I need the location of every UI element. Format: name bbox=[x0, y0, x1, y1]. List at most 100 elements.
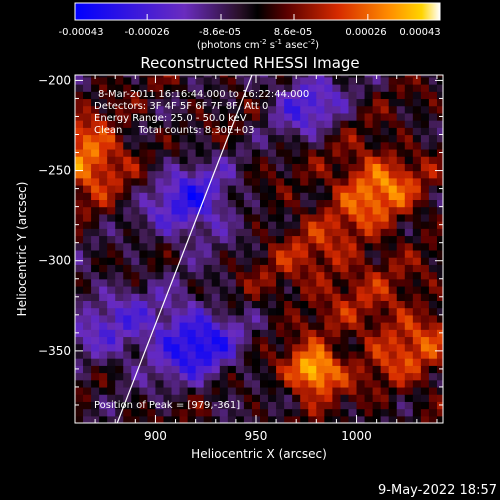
heatmap-cell bbox=[268, 242, 277, 251]
heatmap-cell bbox=[195, 408, 205, 417]
heatmap-cell bbox=[75, 329, 84, 338]
heatmap-cell bbox=[235, 314, 245, 323]
heatmap-cell bbox=[83, 242, 92, 251]
heatmap-cell bbox=[187, 127, 197, 136]
heatmap-cell bbox=[396, 271, 406, 280]
heatmap-cell bbox=[251, 322, 261, 330]
heatmap-cell bbox=[99, 184, 108, 193]
heatmap-cell bbox=[412, 249, 422, 258]
heatmap-cell bbox=[260, 120, 269, 128]
heatmap-cell bbox=[203, 293, 213, 301]
heatmap-cell bbox=[147, 163, 157, 172]
heatmap-cell bbox=[187, 199, 197, 208]
heatmap-cell bbox=[380, 177, 390, 186]
heatmap-cell bbox=[171, 235, 181, 244]
heatmap-cell bbox=[227, 163, 237, 172]
heatmap-cell bbox=[219, 98, 229, 107]
heatmap-cell bbox=[260, 343, 269, 352]
heatmap-cell bbox=[99, 112, 108, 121]
heatmap-cell bbox=[388, 163, 398, 172]
heatmap-cell bbox=[340, 249, 350, 258]
heatmap-cell bbox=[187, 148, 197, 157]
heatmap-cell bbox=[276, 401, 285, 410]
heatmap-cell bbox=[292, 184, 301, 193]
heatmap-cell bbox=[99, 84, 108, 92]
heatmap-cell bbox=[348, 75, 358, 78]
heatmap-cell bbox=[243, 76, 253, 85]
heatmap-cell bbox=[436, 84, 443, 92]
heatmap-cell bbox=[340, 199, 350, 208]
heatmap-cell bbox=[348, 199, 358, 208]
heatmap-cell bbox=[91, 322, 100, 330]
heatmap-cell bbox=[396, 177, 406, 186]
heatmap-cell bbox=[332, 293, 342, 301]
heatmap-cell bbox=[235, 242, 245, 251]
heatmap-cell bbox=[436, 192, 443, 201]
heatmap-cell bbox=[284, 336, 293, 345]
heatmap-cell bbox=[107, 336, 116, 345]
heatmap-cell bbox=[123, 329, 132, 338]
heatmap-cell bbox=[356, 134, 366, 143]
x-tick-label: 1000 bbox=[341, 429, 372, 443]
heatmap-cell bbox=[260, 84, 269, 92]
heatmap-cell bbox=[300, 300, 309, 309]
heatmap-cell bbox=[75, 199, 84, 208]
heatmap-cell bbox=[243, 91, 253, 100]
heatmap-cell bbox=[107, 358, 116, 366]
heatmap-cell bbox=[284, 257, 293, 265]
heatmap-cell bbox=[179, 415, 189, 423]
heatmap-cell bbox=[300, 350, 309, 359]
heatmap-cell bbox=[308, 401, 317, 410]
heatmap-cell bbox=[203, 343, 213, 352]
heatmap-cell bbox=[219, 177, 229, 186]
heatmap-cell bbox=[235, 213, 245, 222]
heatmap-cell bbox=[268, 134, 277, 143]
heatmap-cell bbox=[380, 386, 390, 395]
heatmap-cell bbox=[380, 235, 390, 244]
heatmap-cell bbox=[412, 300, 422, 309]
heatmap-cell bbox=[356, 235, 366, 244]
heatmap-cell bbox=[404, 91, 414, 100]
heatmap-cell bbox=[404, 314, 414, 323]
heatmap-cell bbox=[428, 156, 438, 164]
heatmap-cell bbox=[348, 192, 358, 201]
heatmap-cell bbox=[179, 228, 189, 237]
heatmap-cell bbox=[260, 98, 269, 107]
heatmap-cell bbox=[83, 156, 92, 164]
heatmap-cell bbox=[243, 336, 253, 345]
heatmap-cell bbox=[436, 358, 443, 366]
heatmap-cell bbox=[348, 329, 358, 338]
heatmap-cell bbox=[131, 285, 140, 294]
heatmap-cell bbox=[340, 372, 350, 381]
heatmap-cell bbox=[324, 401, 333, 410]
heatmap-cell bbox=[179, 206, 189, 215]
heatmap-cell bbox=[316, 314, 325, 323]
heatmap-cell bbox=[380, 408, 390, 417]
heatmap-cell bbox=[107, 350, 116, 359]
heatmap-cell bbox=[211, 228, 221, 237]
heatmap-cell bbox=[203, 379, 213, 388]
heatmap-cell bbox=[211, 84, 221, 92]
heatmap-cell bbox=[179, 372, 189, 381]
heatmap-cell bbox=[284, 285, 293, 294]
heatmap-cell bbox=[380, 379, 390, 388]
heatmap-cell bbox=[268, 98, 277, 107]
heatmap-cell bbox=[380, 112, 390, 121]
heatmap-cell bbox=[243, 148, 253, 157]
heatmap-cell bbox=[308, 76, 317, 85]
heatmap-cell bbox=[251, 91, 261, 100]
heatmap-cell bbox=[308, 350, 317, 359]
heatmap-cell bbox=[107, 76, 116, 85]
heatmap-cell bbox=[428, 75, 438, 78]
heatmap-cell bbox=[396, 307, 406, 316]
heatmap-cell bbox=[356, 76, 366, 85]
heatmap-cell bbox=[340, 221, 350, 229]
heatmap-cell bbox=[428, 163, 438, 172]
heatmap-cell bbox=[227, 242, 237, 251]
heatmap-cell bbox=[388, 307, 398, 316]
heatmap-cell bbox=[123, 221, 132, 229]
heatmap-cell bbox=[292, 112, 301, 121]
heatmap-cell bbox=[364, 242, 374, 251]
heatmap-cell bbox=[276, 386, 285, 395]
heatmap-cell bbox=[436, 271, 443, 280]
